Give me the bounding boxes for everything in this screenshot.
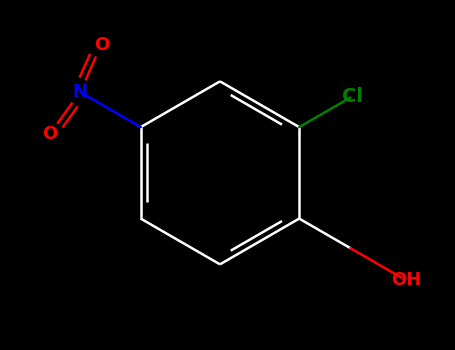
Text: O: O [94,36,109,54]
Text: O: O [42,125,57,143]
Text: N: N [73,83,88,101]
Text: OH: OH [391,272,421,289]
Text: Cl: Cl [342,87,363,106]
